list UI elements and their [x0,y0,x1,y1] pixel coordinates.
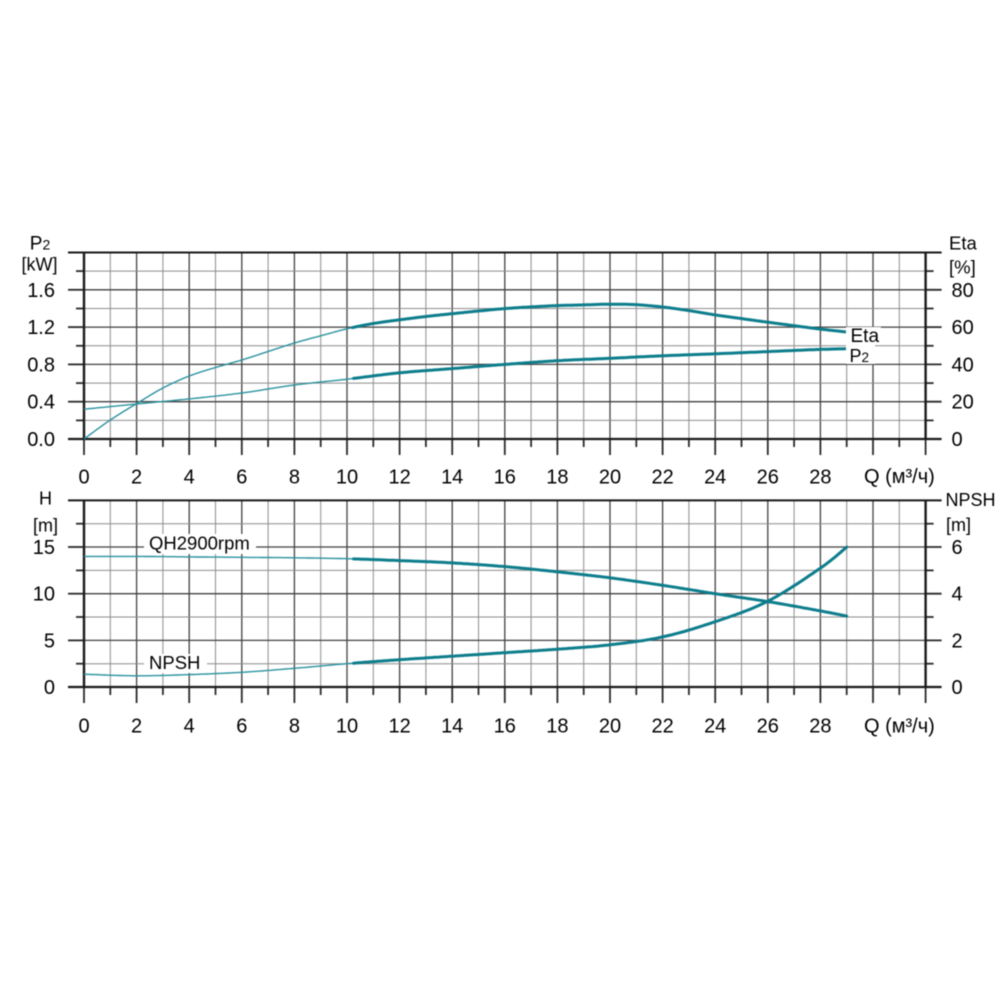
svg-text:10: 10 [33,584,55,606]
svg-text:4: 4 [952,584,963,606]
svg-text:10: 10 [336,467,358,489]
svg-text:0: 0 [78,467,89,489]
svg-text:[%]: [%] [949,257,976,278]
svg-text:0: 0 [952,429,963,451]
svg-text:2: 2 [952,630,963,652]
svg-text:20: 20 [952,392,974,414]
svg-text:[kW]: [kW] [22,255,58,275]
svg-text:24: 24 [704,467,726,489]
svg-text:P2: P2 [30,234,51,255]
svg-text:Q (м³/ч): Q (м³/ч) [864,466,935,488]
svg-text:4: 4 [184,716,195,738]
svg-text:0.4: 0.4 [27,392,55,414]
svg-text:6: 6 [236,716,247,738]
svg-text:18: 18 [546,467,568,489]
svg-text:20: 20 [599,467,621,489]
svg-text:5: 5 [44,630,55,652]
svg-text:0: 0 [78,716,89,738]
svg-text:P2: P2 [850,346,870,366]
svg-text:28: 28 [809,716,831,738]
svg-text:0: 0 [952,677,963,699]
svg-text:12: 12 [388,467,410,489]
svg-text:2: 2 [131,467,142,489]
svg-text:1.6: 1.6 [27,280,55,302]
svg-text:22: 22 [651,467,673,489]
svg-text:14: 14 [441,716,463,738]
svg-text:[m]: [m] [946,515,971,535]
svg-text:8: 8 [289,716,300,738]
svg-text:NPSH: NPSH [946,490,996,510]
svg-text:QH2900rpm: QH2900rpm [149,533,250,554]
svg-text:Eta: Eta [851,326,880,347]
svg-text:Q (м³/ч): Q (м³/ч) [864,716,935,738]
svg-text:NPSH: NPSH [149,652,200,673]
svg-text:[m]: [m] [33,516,58,536]
svg-text:14: 14 [441,467,463,489]
svg-text:6: 6 [952,537,963,559]
svg-text:26: 26 [757,716,779,738]
svg-text:40: 40 [952,354,974,376]
svg-text:Eta: Eta [949,233,977,254]
svg-text:2: 2 [131,716,142,738]
svg-text:26: 26 [757,467,779,489]
svg-text:0.8: 0.8 [27,354,55,376]
svg-text:24: 24 [704,716,726,738]
svg-text:22: 22 [651,716,673,738]
svg-text:0.0: 0.0 [27,429,55,451]
svg-text:18: 18 [546,716,568,738]
svg-text:10: 10 [336,716,358,738]
svg-text:16: 16 [494,716,516,738]
svg-text:20: 20 [599,716,621,738]
svg-text:15: 15 [33,537,55,559]
svg-text:12: 12 [388,716,410,738]
svg-text:1.2: 1.2 [27,317,55,339]
svg-text:6: 6 [236,467,247,489]
svg-text:8: 8 [289,467,300,489]
svg-text:H: H [39,489,52,509]
svg-text:60: 60 [952,317,974,339]
svg-text:0: 0 [44,677,55,699]
svg-text:4: 4 [184,467,195,489]
svg-text:16: 16 [494,467,516,489]
svg-text:28: 28 [809,467,831,489]
svg-text:80: 80 [952,280,974,302]
